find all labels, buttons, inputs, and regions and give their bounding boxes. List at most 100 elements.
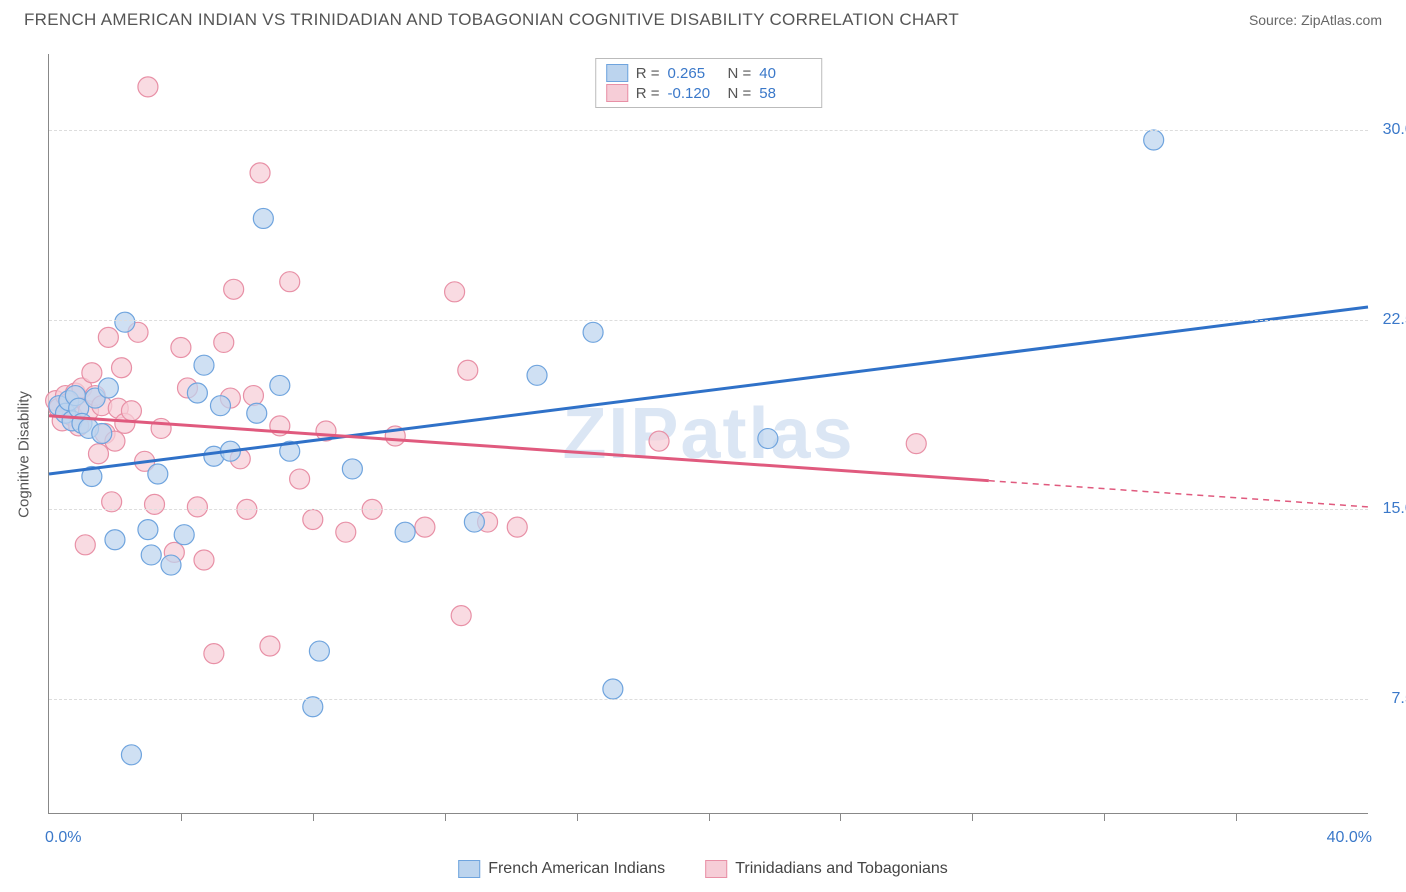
scatter-point xyxy=(1144,130,1164,150)
gridline xyxy=(49,699,1368,700)
scatter-point xyxy=(415,517,435,537)
scatter-point xyxy=(303,510,323,530)
x-axis-min-label: 0.0% xyxy=(45,829,81,847)
scatter-point xyxy=(253,208,273,228)
scatter-point xyxy=(309,641,329,661)
scatter-point xyxy=(342,459,362,479)
gridline xyxy=(49,509,1368,510)
scatter-point xyxy=(174,525,194,545)
x-tick xyxy=(1104,813,1105,821)
x-tick xyxy=(1236,813,1237,821)
x-axis-max-label: 40.0% xyxy=(1327,829,1372,847)
scatter-point xyxy=(105,530,125,550)
scatter-point xyxy=(148,464,168,484)
x-tick xyxy=(840,813,841,821)
scatter-point xyxy=(250,163,270,183)
scatter-point xyxy=(187,383,207,403)
scatter-point xyxy=(270,375,290,395)
x-tick xyxy=(972,813,973,821)
scatter-point xyxy=(758,429,778,449)
scatter-point xyxy=(649,431,669,451)
scatter-point xyxy=(115,312,135,332)
scatter-point xyxy=(141,545,161,565)
scatter-point xyxy=(138,520,158,540)
swatch-blue-icon xyxy=(458,860,480,878)
n-label: N = xyxy=(728,85,752,102)
scatter-point xyxy=(527,365,547,385)
scatter-point xyxy=(121,745,141,765)
scatter-point xyxy=(458,360,478,380)
scatter-point xyxy=(906,434,926,454)
scatter-point xyxy=(194,550,214,570)
scatter-point xyxy=(82,363,102,383)
scatter-point xyxy=(204,644,224,664)
scatter-point xyxy=(214,332,234,352)
r-label: R = xyxy=(636,85,660,102)
x-tick xyxy=(181,813,182,821)
scatter-point xyxy=(336,522,356,542)
chart-header: FRENCH AMERICAN INDIAN VS TRINIDADIAN AN… xyxy=(0,0,1406,38)
source-prefix: Source: xyxy=(1249,12,1301,28)
stat-row-blue: R = 0.265 N = 40 xyxy=(606,63,812,83)
scatter-point xyxy=(224,279,244,299)
scatter-point xyxy=(247,403,267,423)
scatter-point xyxy=(260,636,280,656)
scatter-point xyxy=(583,322,603,342)
scatter-point xyxy=(151,418,171,438)
scatter-point xyxy=(98,378,118,398)
gridline xyxy=(49,130,1368,131)
legend-item-blue: French American Indians xyxy=(458,860,665,878)
y-tick-label: 7.5% xyxy=(1373,690,1406,708)
scatter-point xyxy=(121,401,141,421)
scatter-point xyxy=(210,396,230,416)
n-label: N = xyxy=(728,65,752,82)
scatter-point xyxy=(112,358,132,378)
x-tick xyxy=(577,813,578,821)
scatter-point xyxy=(194,355,214,375)
stat-row-pink: R = -0.120 N = 58 xyxy=(606,83,812,103)
source-name: ZipAtlas.com xyxy=(1301,12,1382,28)
x-tick xyxy=(445,813,446,821)
y-tick-label: 15.0% xyxy=(1373,500,1406,518)
scatter-point xyxy=(507,517,527,537)
plot-area: ZIPatlas R = 0.265 N = 40 R = -0.120 N =… xyxy=(48,54,1368,814)
x-tick xyxy=(709,813,710,821)
gridline xyxy=(49,320,1368,321)
stat-legend: R = 0.265 N = 40 R = -0.120 N = 58 xyxy=(595,58,823,108)
scatter-point xyxy=(464,512,484,532)
swatch-blue xyxy=(606,64,628,82)
n-value-pink: 58 xyxy=(759,85,811,102)
scatter-point xyxy=(280,272,300,292)
series-legend: French American Indians Trinidadians and… xyxy=(458,860,948,878)
scatter-point xyxy=(603,679,623,699)
scatter-point xyxy=(290,469,310,489)
scatter-point xyxy=(145,494,165,514)
trend-line-dashed xyxy=(989,481,1368,507)
legend-item-pink: Trinidadians and Tobagonians xyxy=(705,860,948,878)
scatter-point xyxy=(445,282,465,302)
scatter-point xyxy=(395,522,415,542)
scatter-point xyxy=(98,327,118,347)
y-axis-label: Cognitive Disability xyxy=(16,391,33,518)
r-value-pink: -0.120 xyxy=(668,85,720,102)
swatch-pink xyxy=(606,84,628,102)
scatter-point xyxy=(92,424,112,444)
scatter-point xyxy=(88,444,108,464)
chart-title: FRENCH AMERICAN INDIAN VS TRINIDADIAN AN… xyxy=(24,10,959,30)
scatter-point xyxy=(161,555,181,575)
scatter-point xyxy=(171,337,191,357)
scatter-point xyxy=(243,386,263,406)
scatter-point xyxy=(451,606,471,626)
scatter-point xyxy=(75,535,95,555)
y-tick-label: 30.0% xyxy=(1373,121,1406,139)
trend-line xyxy=(49,416,989,481)
legend-label-blue: French American Indians xyxy=(488,860,665,878)
swatch-pink-icon xyxy=(705,860,727,878)
chart-source: Source: ZipAtlas.com xyxy=(1249,12,1382,28)
r-label: R = xyxy=(636,65,660,82)
scatter-point xyxy=(187,497,207,517)
r-value-blue: 0.265 xyxy=(668,65,720,82)
y-tick-label: 22.5% xyxy=(1373,311,1406,329)
x-tick xyxy=(313,813,314,821)
legend-label-pink: Trinidadians and Tobagonians xyxy=(735,860,948,878)
